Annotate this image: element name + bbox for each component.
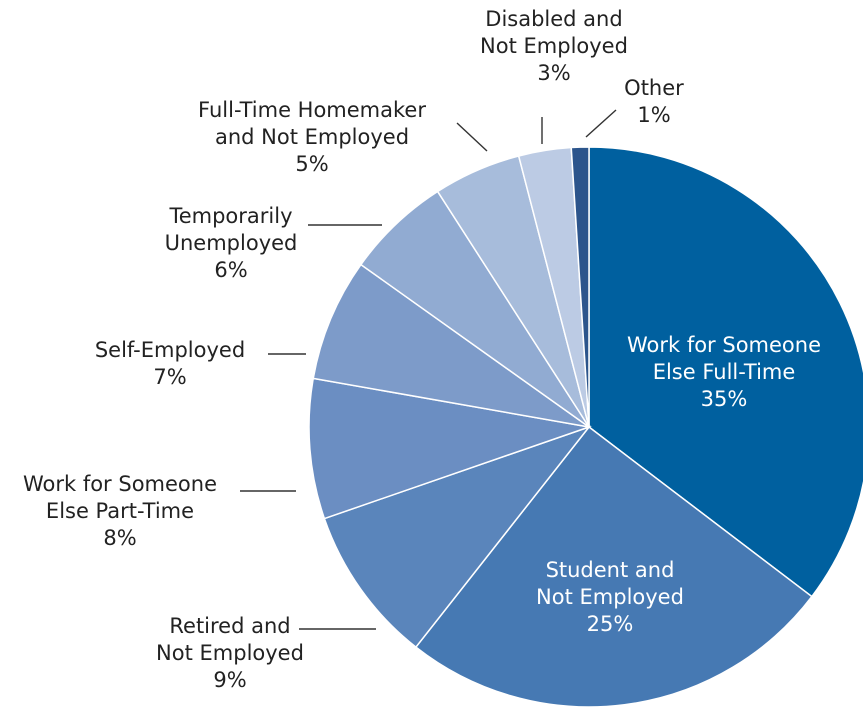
- labels-layer: Work for Someone Else Full-Time 35% Student…: [23, 7, 821, 692]
- slice-label-line: Not Employed: [480, 34, 628, 58]
- slice-label-work-for-someone-else-part-time: Work for Someone Else Part-Time 8%: [23, 472, 217, 550]
- slice-label-line: Unemployed: [165, 231, 298, 255]
- slice-percent-label: 1%: [637, 103, 670, 127]
- slice-label-other: Other 1%: [624, 76, 684, 127]
- slice-label-full-time-homemaker-and-not-employed: Full-Time Homemaker and Not Employed 5%: [198, 98, 426, 176]
- slice-label-line: Work for Someone: [627, 333, 821, 357]
- slice-label-student-and-not-employed: Student and Not Employed 25%: [536, 558, 684, 636]
- slice-label-line: Else Part-Time: [46, 499, 194, 523]
- slice-label-line: Disabled and: [485, 7, 622, 31]
- pie-slice-student-and-not-employed: [414, 425, 813, 708]
- slice-label-line: Self-Employed: [95, 338, 245, 362]
- slice-label-line: Not Employed: [536, 585, 684, 609]
- slice-label-temporarily-unemployed: Temporarily Unemployed 6%: [165, 204, 298, 282]
- pie-slice-retired-and-not-employed: [323, 425, 592, 649]
- slice-percent-label: 8%: [103, 526, 136, 550]
- leader-line-full-time-homemaker-and-not-employed: [456, 122, 488, 152]
- slice-percent-label: 6%: [214, 258, 247, 282]
- slice-label-line: Full-Time Homemaker: [198, 98, 426, 122]
- pie-slice-self-employed: [312, 263, 590, 428]
- pie-slice-work-for-someone-else-part-time: [308, 377, 592, 520]
- leader-lines-layer: [240, 109, 617, 630]
- slices-layer: [308, 146, 863, 708]
- slice-label-line: Not Employed: [156, 641, 304, 665]
- slice-percent-label: 7%: [153, 365, 186, 389]
- slice-label-retired-and-not-employed: Retired and Not Employed 9%: [156, 614, 304, 692]
- slice-label-line: Retired and: [169, 614, 290, 638]
- slice-label-self-employed: Self-Employed 7%: [95, 338, 245, 389]
- leader-line-other: [585, 109, 617, 138]
- slice-label-line: Work for Someone: [23, 472, 217, 496]
- slice-label-line: and Not Employed: [215, 125, 409, 149]
- slice-percent-label: 5%: [295, 152, 328, 176]
- slice-label-work-for-someone-else-full-time: Work for Someone Else Full-Time 35%: [627, 333, 821, 411]
- slice-label-line: Else Full-Time: [653, 360, 796, 384]
- pie-slice-work-for-someone-else-full-time: [588, 146, 863, 598]
- pie-slice-other: [570, 146, 590, 428]
- slice-label-disabled-and-not-employed: Disabled and Not Employed 3%: [480, 7, 628, 85]
- slice-label-line: Other: [624, 76, 684, 100]
- slice-percent-label: 9%: [213, 668, 246, 692]
- slice-label-line: Temporarily: [168, 204, 292, 228]
- slice-percent-label: 25%: [587, 612, 634, 636]
- slice-label-line: Student and: [546, 558, 675, 582]
- slice-percent-label: 35%: [701, 387, 748, 411]
- slice-percent-label: 3%: [537, 61, 570, 85]
